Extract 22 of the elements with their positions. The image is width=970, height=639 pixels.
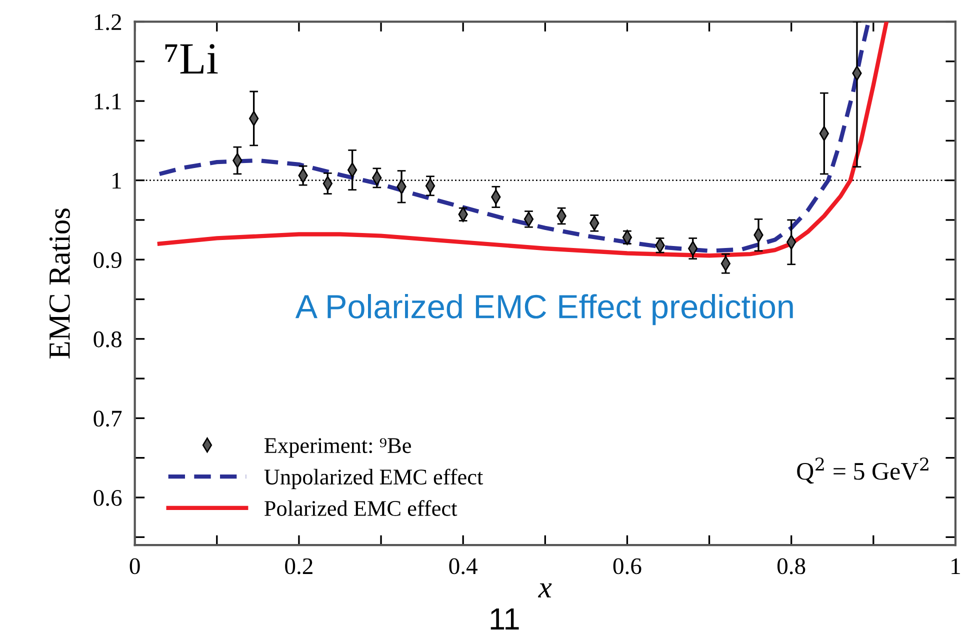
y-axis-title: EMC Ratios: [49, 208, 70, 358]
y-tick-label: 1: [112, 172, 121, 189]
y-tick-label: 0.8: [94, 331, 122, 348]
x-tick-label: 1: [952, 558, 960, 574]
legend-label: Unpolarized EMC effect: [264, 468, 484, 490]
y-tick-label: 0.7: [94, 410, 122, 427]
annotation: A Polarized EMC Effect prediction: [295, 294, 793, 326]
y-tick-label: 1.2: [94, 14, 122, 30]
x-tick-label: 0.4: [449, 558, 478, 574]
y-tick-label: 1.1: [94, 94, 121, 110]
x-tick-label: 0.8: [777, 558, 806, 574]
legend-label: Experiment: ⁹Be: [264, 438, 411, 458]
x-tick-label: 0.2: [285, 558, 312, 574]
text: 11: [490, 608, 519, 630]
x-tick-label: 0: [130, 558, 140, 574]
annotation: ⁷Li: [165, 44, 218, 74]
annotation: Q$^{2}$ = 5 GeV$^{2}$: [797, 457, 928, 484]
legend-label: Polarized EMC effect: [264, 500, 458, 516]
y-tick-label: 0.6: [94, 490, 122, 506]
x-tick-label: 0.6: [613, 558, 642, 574]
y-tick-label: 0.9: [94, 252, 122, 268]
x-axis-title: x: [538, 583, 552, 598]
